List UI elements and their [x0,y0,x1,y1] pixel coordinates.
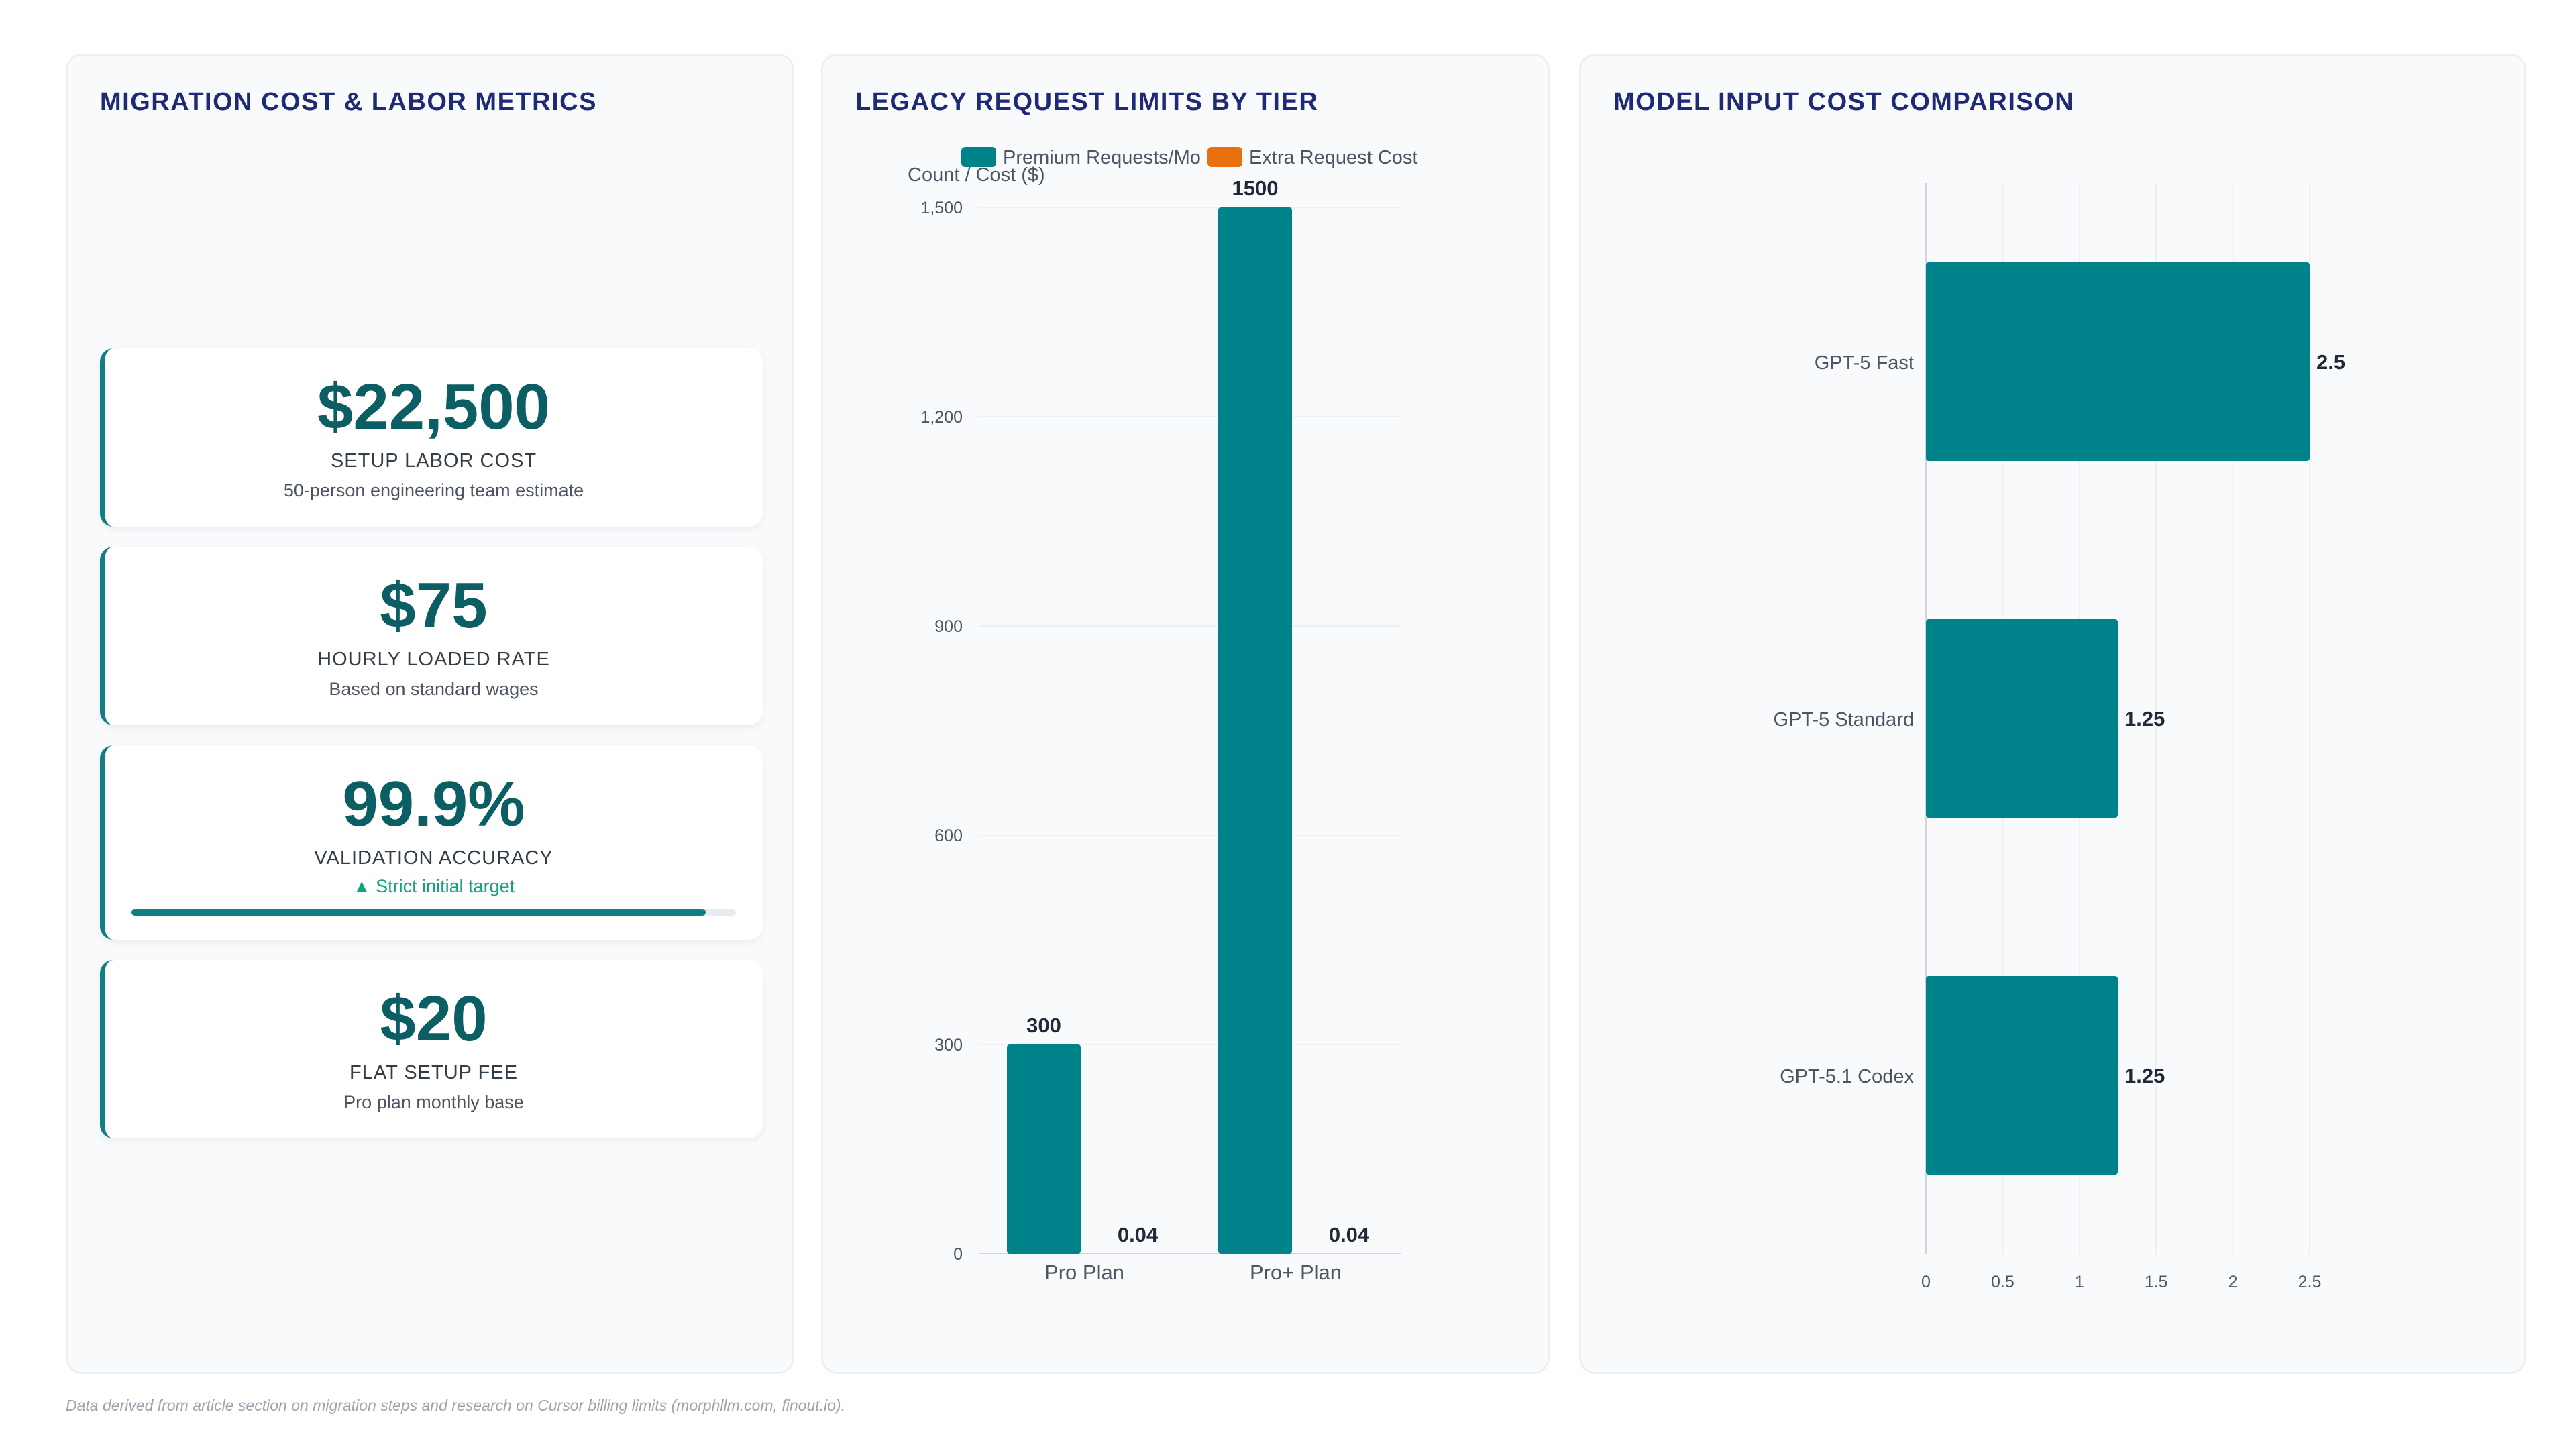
bar-1 [1926,619,2118,818]
kpi-card-setup-labor-cost: $22,500 SETUP LABOR COST 50-person engin… [100,348,763,527]
y-category-label: GPT-5.1 Codex [1780,1066,1914,1087]
bar-0-0 [1007,1044,1081,1254]
kpi-card-flat-setup-fee: $20 FLAT SETUP FEE Pro plan monthly base [100,960,763,1138]
bar-value-label: 0.04 [1118,1223,1159,1246]
bar-value-label: 0.04 [1329,1223,1370,1246]
x-tick-label: 0 [1921,1273,1931,1291]
x-tick-label: 2 [2229,1273,2238,1291]
kpi-value: $75 [380,570,488,641]
migration-metrics-panel: MIGRATION COST & LABOR METRICS $22,500 S… [66,54,794,1374]
y-category-label: GPT-5 Standard [1773,709,1914,731]
y-category-label: GPT-5 Fast [1815,352,1914,374]
model-cost-chart: 0 0.5 1 1.5 2 2.5 2.5 1.25 1.25 GPT-5 Fast GPT-5… [1773,183,2345,1291]
bar-value-label: 2.5 [2316,350,2345,374]
y-axis-label: Count / Cost ($) [908,164,1045,186]
legend-swatch-0 [961,147,996,167]
accuracy-progress-fill [131,909,706,916]
x-tick-label: 1 [2075,1273,2084,1291]
chart-legend: Premium Requests/Mo Extra Request Cost [961,147,1417,168]
kpi-trend-indicator: ▲ Strict initial target [352,876,515,896]
x-tick-label: 0.5 [1991,1273,2015,1291]
panel-title: MODEL INPUT COST COMPARISON [1613,88,2075,116]
accuracy-progress-track [131,909,736,916]
model-cost-panel: MODEL INPUT COST COMPARISON 0 0.5 1 1.5 2 2.5… [1579,54,2526,1374]
legend-swatch-1 [1207,147,1242,167]
y-tick-label: 1,200 [920,408,963,427]
x-category-label: Pro+ Plan [1250,1260,1342,1284]
kpi-subtitle: Based on standard wages [329,679,539,699]
kpi-label: HOURLY LOADED RATE [317,649,550,670]
y-tick-label: 300 [934,1036,963,1055]
kpi-value: $22,500 [317,371,550,443]
bar-0-1 [1218,207,1292,1254]
y-tick-label: 0 [953,1245,963,1264]
x-tick-label: 2.5 [2298,1273,2322,1291]
x-tick-label: 1.5 [2145,1273,2168,1291]
kpi-subtitle: 50-person engineering team estimate [283,480,584,500]
kpi-label: SETUP LABOR COST [330,450,537,472]
kpi-label: FLAT SETUP FEE [350,1062,518,1083]
kpi-card-hourly-loaded-rate: $75 HOURLY LOADED RATE Based on standard… [100,547,763,725]
x-category-label: Pro Plan [1044,1260,1124,1284]
bar-value-label: 1.25 [2125,707,2165,731]
panel-title: LEGACY REQUEST LIMITS BY TIER [855,88,1319,116]
kpi-value: 99.9% [342,768,525,840]
bar-0 [1926,262,2310,461]
legend-label-0: Premium Requests/Mo [1003,147,1201,168]
bar-value-label: 1500 [1232,176,1279,200]
y-tick-label: 1,500 [920,199,963,217]
bar-value-label: 300 [1026,1014,1061,1037]
legend-label-1: Extra Request Cost [1249,147,1417,168]
bar-2 [1926,976,2118,1175]
kpi-card-validation-accuracy: 99.9% VALIDATION ACCURACY ▲ Strict initi… [100,745,763,940]
kpi-label: VALIDATION ACCURACY [314,847,553,869]
request-limits-panel: LEGACY REQUEST LIMITS BY TIER Premium Re… [821,54,1550,1374]
bar-value-label: 1.25 [2125,1064,2165,1087]
kpi-value: $20 [380,983,488,1055]
request-limits-chart: Premium Requests/Mo Extra Request Cost Co… [908,147,1417,1284]
y-tick-label: 600 [934,826,963,845]
y-tick-label: 900 [934,617,963,636]
panel-title: MIGRATION COST & LABOR METRICS [100,88,597,116]
footnote: Data derived from article section on mig… [66,1397,845,1414]
kpi-subtitle: Pro plan monthly base [343,1092,524,1112]
